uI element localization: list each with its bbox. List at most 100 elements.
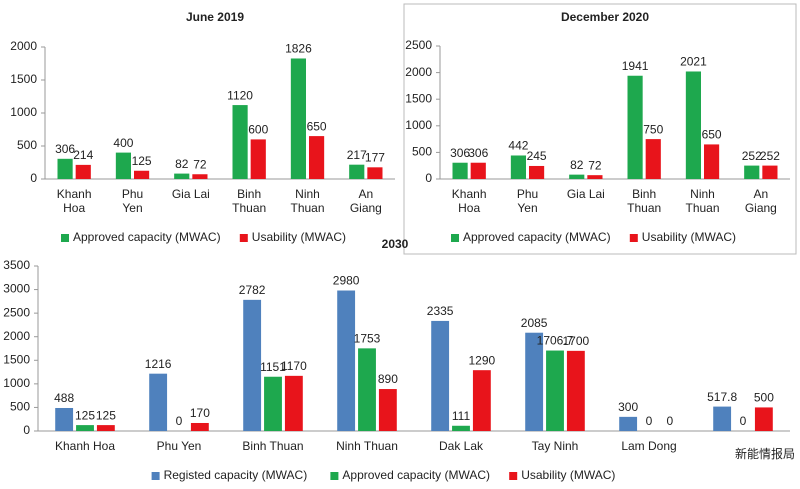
bar: [378, 389, 397, 431]
data-label: 300: [618, 400, 638, 414]
data-label: 500: [754, 391, 774, 405]
bar: [452, 162, 468, 179]
bar: [510, 155, 526, 179]
x-tick-label: Dak Lak: [438, 439, 484, 453]
x-tick-label: Phu Yen: [156, 439, 202, 453]
x-tick-label: An Giang: [349, 187, 382, 215]
legend-label: Usability (MWAC): [521, 468, 615, 482]
legend-swatch: [239, 234, 248, 242]
data-label: 82: [175, 157, 189, 171]
bar: [75, 164, 91, 179]
data-label: 2335: [427, 304, 454, 318]
data-label: 252: [760, 149, 780, 163]
data-label: 252: [742, 149, 762, 163]
data-label: 0: [740, 414, 747, 428]
data-label: 400: [113, 136, 133, 150]
legend-label: Usability (MWAC): [252, 230, 346, 244]
x-tick-label: Binh Thuan: [627, 187, 662, 215]
legend-label: Approved capacity (MWAC): [463, 230, 611, 244]
panel-border: [403, 3, 797, 255]
data-label: 125: [96, 408, 116, 422]
data-label: 1826: [285, 42, 312, 56]
y-tick-label: 2000: [405, 65, 432, 79]
data-label: 82: [570, 158, 584, 172]
bar: [619, 416, 638, 431]
data-label: 245: [527, 149, 547, 163]
bar: [349, 164, 365, 179]
chart-title: 2030: [382, 237, 409, 251]
y-tick-label: 0: [30, 171, 37, 185]
legend-label: Approved capacity (MWAC): [73, 230, 221, 244]
data-label: 1216: [145, 357, 172, 371]
y-tick-label: 500: [412, 145, 432, 159]
data-label: 1700: [563, 334, 590, 348]
y-tick-label: 0: [425, 171, 432, 185]
data-label: 1941: [622, 59, 649, 73]
bar: [358, 348, 376, 431]
bar: [264, 376, 282, 431]
data-label: 1753: [354, 332, 381, 346]
bar: [367, 167, 383, 179]
x-tick-label: An Giang: [744, 187, 777, 215]
data-label: 0: [667, 414, 674, 428]
data-label: 2782: [239, 283, 266, 297]
y-tick-label: 1500: [10, 72, 37, 86]
bar: [472, 370, 491, 431]
data-label: 214: [73, 148, 93, 162]
data-label: 2980: [333, 274, 360, 288]
data-label: 72: [588, 158, 602, 172]
bar: [587, 175, 603, 179]
bar: [250, 139, 266, 179]
x-tick-label: Khanh Hoa: [56, 187, 92, 215]
data-label: 306: [450, 146, 470, 160]
data-label: 306: [468, 146, 488, 160]
bar: [525, 332, 544, 431]
bar: [569, 174, 585, 179]
x-tick-label: Khanh Hoa: [54, 439, 116, 453]
bar: [470, 162, 486, 179]
bar: [529, 165, 545, 179]
x-tick-label: Gia Lai: [566, 187, 605, 201]
data-label: 750: [643, 122, 663, 136]
data-label: 2085: [521, 316, 548, 330]
bar: [243, 299, 262, 431]
data-label: 2021: [680, 55, 707, 69]
data-label: 517.8: [707, 390, 737, 404]
y-tick-label: 1000: [3, 376, 30, 390]
x-tick-label: Ninh Thuan: [685, 187, 720, 215]
bar: [337, 290, 356, 431]
data-label: 125: [132, 154, 152, 168]
x-tick-label: Binh Thuan: [232, 187, 267, 215]
x-tick-label: Binh Thuan: [242, 439, 304, 453]
bar: [704, 144, 720, 179]
x-tick-label: Khanh Hoa: [451, 187, 487, 215]
bar: [685, 71, 701, 179]
bar: [431, 320, 450, 431]
data-label: 1120: [227, 88, 253, 102]
bar: [192, 174, 208, 179]
data-label: 0: [176, 414, 183, 428]
x-tick-label: Phu Yen: [121, 187, 144, 215]
data-label: 111: [452, 409, 471, 423]
bar: [96, 425, 115, 431]
data-label: 72: [193, 157, 207, 171]
data-label: 600: [248, 123, 268, 137]
data-label: 217: [347, 148, 367, 162]
legend-swatch: [151, 472, 160, 480]
chart-title: December 2020: [561, 10, 649, 24]
data-label: 890: [378, 372, 398, 386]
data-label: 442: [508, 139, 528, 153]
y-tick-label: 3500: [3, 258, 30, 272]
bar: [232, 105, 248, 179]
y-tick-label: 1000: [10, 105, 37, 119]
x-tick-label: Ninh Thuan: [336, 439, 398, 453]
bar: [149, 373, 168, 431]
bar: [754, 407, 773, 431]
legend-swatch: [330, 472, 339, 480]
y-tick-label: 1000: [405, 118, 432, 132]
data-label: 177: [365, 150, 385, 164]
bar: [55, 407, 74, 431]
x-tick-label: Gia Lai: [171, 187, 210, 201]
y-tick-label: 3000: [3, 282, 30, 296]
bar: [744, 165, 760, 179]
